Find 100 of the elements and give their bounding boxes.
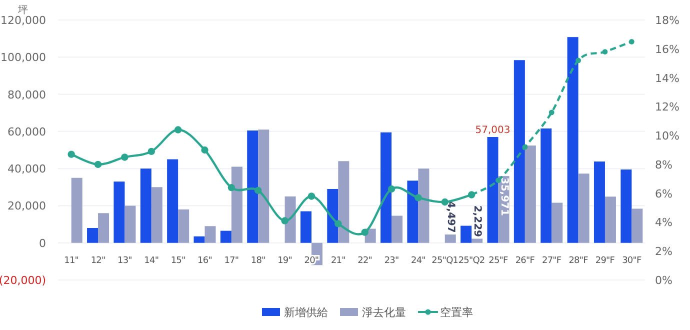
- bar: [487, 136, 498, 243]
- x-tick-label: 11": [64, 256, 79, 266]
- data-label: 35,971: [498, 177, 510, 216]
- data-label: 57,003: [475, 124, 510, 136]
- bar: [338, 161, 350, 243]
- x-tick-label: 26"F: [515, 256, 535, 266]
- bar: [444, 234, 456, 243]
- y-tick-label: (20,000): [0, 274, 46, 287]
- x-tick-label: 24": [411, 256, 426, 266]
- legend-label: 淨去化量: [362, 306, 406, 319]
- x-tick-label: 27"F: [542, 256, 562, 266]
- point: [548, 110, 554, 116]
- point: [228, 184, 236, 192]
- point: [361, 228, 368, 236]
- y2-tick-label: 4%: [655, 216, 672, 230]
- x-tick-label: 19": [278, 256, 292, 266]
- bar: [114, 182, 125, 243]
- point: [334, 220, 342, 228]
- y-tick-label: 40,000: [8, 162, 46, 176]
- bar: [460, 226, 472, 243]
- x-tick-label: 22": [358, 256, 372, 266]
- x-tick-label: 15": [170, 256, 186, 266]
- y-tick-label: 120,000: [0, 14, 46, 27]
- y-tick-label: 20,000: [8, 200, 46, 213]
- x-tick-label: 30"F: [622, 256, 642, 266]
- bar: [380, 132, 392, 243]
- y2-tick-label: 0%: [655, 274, 672, 287]
- bar: [620, 170, 632, 243]
- bar: [418, 168, 430, 243]
- bar: [300, 211, 312, 243]
- bar: [204, 226, 216, 243]
- x-tick-label: 16": [198, 256, 212, 266]
- y2-tick-label: 12%: [655, 100, 680, 114]
- bar: [194, 236, 205, 243]
- bar: [140, 168, 152, 243]
- x-tick-label: 21": [330, 256, 346, 266]
- y2-tick-label: 18%: [655, 14, 680, 27]
- x-tick-label: 13": [118, 256, 132, 266]
- x-tick-label: 25"F: [488, 256, 508, 266]
- y-tick-label: 0: [39, 236, 46, 250]
- point: [522, 144, 528, 150]
- bar: [524, 146, 536, 243]
- y2-tick-label: 6%: [655, 187, 672, 200]
- bar: [247, 130, 258, 243]
- bar: [71, 178, 82, 243]
- point: [68, 150, 75, 158]
- x-tick-label: 25"Q2: [458, 256, 485, 266]
- point: [94, 160, 102, 168]
- data-label: 4,497: [444, 201, 456, 233]
- point: [602, 49, 608, 54]
- y2-tick-label: 16%: [655, 42, 680, 56]
- x-tick-label: 25"Q1: [432, 256, 458, 266]
- bar: [87, 228, 98, 243]
- bar: [284, 196, 296, 243]
- data-label: 2,229: [472, 205, 483, 238]
- x-tick-label: 12": [90, 256, 106, 266]
- bar: [604, 196, 616, 243]
- x-tick-label: 28"F: [568, 256, 588, 266]
- x-tick-label: 29"F: [595, 256, 615, 266]
- bar: [98, 213, 110, 243]
- point: [174, 126, 182, 134]
- bar: [514, 60, 525, 243]
- bar: [578, 174, 590, 243]
- bar: [407, 180, 418, 243]
- point: [281, 217, 288, 224]
- y-tick-label: 60,000: [8, 125, 46, 138]
- y2-tick-label: 10%: [655, 130, 680, 143]
- x-tick-label: 20": [304, 256, 319, 266]
- legend-label: 新增供給: [284, 306, 328, 319]
- legend-label: 空置率: [440, 306, 473, 319]
- bar: [540, 128, 552, 243]
- bar: [567, 37, 578, 243]
- point: [201, 146, 208, 154]
- bar: [124, 206, 136, 243]
- point: [148, 148, 155, 156]
- y2-tick-label: 8%: [655, 158, 672, 172]
- point: [121, 154, 128, 161]
- point: [308, 192, 316, 200]
- bar: [632, 208, 643, 243]
- bar: [167, 159, 178, 243]
- point: [628, 38, 634, 44]
- x-tick-label: 14": [144, 256, 159, 266]
- x-tick-label: 23": [384, 256, 399, 266]
- point: [388, 185, 396, 193]
- bar: [178, 209, 190, 243]
- y-tick-label: 100,000: [0, 51, 46, 64]
- x-tick-label: 18": [250, 256, 266, 266]
- point: [414, 194, 422, 202]
- bar: [472, 238, 483, 243]
- bar: [258, 130, 270, 243]
- point: [576, 58, 581, 64]
- bar: [594, 162, 605, 243]
- bar: [392, 216, 403, 243]
- point: [254, 186, 262, 194]
- y2-tick-label: 2%: [655, 245, 672, 258]
- y-tick-label: 80,000: [8, 88, 46, 102]
- bar: [552, 202, 563, 243]
- bar: [327, 189, 338, 243]
- y-axis-title: 坪: [17, 4, 28, 16]
- y2-tick-label: 14%: [655, 72, 680, 85]
